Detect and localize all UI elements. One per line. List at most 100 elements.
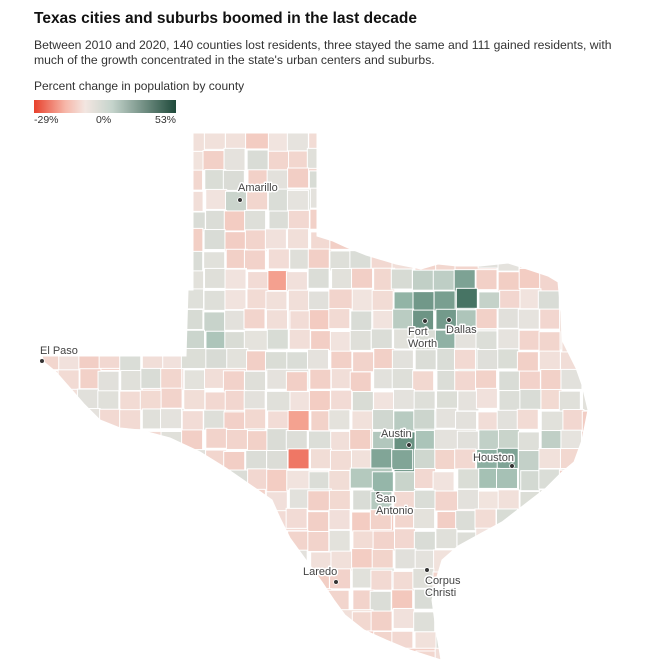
city-label-halo: El Paso (40, 345, 78, 357)
county-shape (307, 628, 330, 660)
county-shape (181, 308, 204, 330)
county-shape (540, 388, 563, 410)
county-shape (372, 151, 395, 173)
county-shape (77, 447, 100, 469)
county-shape (520, 571, 543, 593)
county-shape (580, 647, 588, 660)
county-shape (266, 550, 289, 572)
county-shape (42, 651, 79, 660)
county-shape (76, 309, 99, 351)
county-shape (78, 350, 101, 372)
county-shape (55, 471, 78, 493)
county-shape (118, 509, 141, 531)
county-shape (559, 509, 582, 531)
county-shape (285, 507, 308, 529)
county-shape (496, 133, 519, 150)
county-shape (138, 148, 161, 170)
county-shape (562, 288, 585, 310)
county-shape (583, 189, 588, 211)
county-shape (205, 649, 228, 660)
county-shape (56, 511, 79, 533)
county-shape (413, 508, 436, 530)
county-shape (139, 389, 162, 411)
county-shape (478, 429, 501, 451)
county-shape (538, 489, 582, 511)
county-shape (42, 610, 58, 632)
county-shape (285, 631, 329, 660)
county-shape (99, 408, 122, 450)
county-shape (369, 590, 392, 612)
county-shape (475, 387, 498, 409)
county-shape (42, 550, 80, 572)
county-shape (118, 530, 141, 552)
county-shape (390, 268, 413, 290)
county-shape (329, 449, 352, 471)
city-label-halo: Dallas (446, 324, 477, 336)
county-shape (138, 631, 161, 653)
city-dot (424, 567, 430, 573)
county-shape (436, 149, 459, 171)
county-shape (78, 289, 101, 311)
county-shape (370, 448, 393, 470)
legend-color-ramp (34, 100, 176, 113)
city-dot (406, 442, 412, 448)
city-label: Dallas (446, 324, 477, 336)
county-shape (538, 133, 561, 171)
county-shape (78, 547, 101, 569)
county-shape (352, 351, 375, 373)
county-shape (266, 450, 289, 472)
county-shape (97, 308, 120, 330)
county-shape (142, 167, 165, 189)
county-shape (42, 168, 57, 210)
county-shape (309, 368, 332, 390)
county-shape (413, 390, 436, 412)
county-shape (581, 610, 588, 652)
county-shape (561, 231, 584, 253)
county-shape (265, 570, 288, 592)
county-shape (519, 589, 542, 611)
county-shape (394, 548, 417, 570)
county-shape (455, 228, 499, 250)
county-shape (140, 448, 184, 470)
county-shape (434, 647, 457, 660)
county-shape (498, 390, 521, 412)
county-shape (413, 408, 436, 430)
legend-max-label: 53% (155, 114, 177, 126)
county-shape (161, 528, 184, 550)
county-shape (413, 530, 436, 552)
county-shape (539, 647, 562, 660)
county-shape (56, 211, 79, 253)
county-shape (309, 650, 332, 660)
county-shape (434, 448, 457, 470)
county-shape (329, 168, 352, 190)
county-shape (57, 290, 80, 312)
county-shape (496, 148, 519, 190)
county-shape (286, 608, 309, 650)
county-shape (496, 467, 519, 489)
county-shape (495, 568, 518, 590)
county-shape (267, 270, 290, 292)
county-shape (97, 370, 120, 392)
county-shape (141, 250, 164, 272)
county-shape (79, 628, 102, 650)
county-shape (201, 468, 224, 490)
county-shape (393, 133, 437, 153)
county-shape (204, 627, 248, 649)
county-shape (562, 133, 585, 150)
county-shape (352, 133, 375, 169)
county-shape (121, 651, 144, 660)
county-shape (371, 548, 394, 570)
county-shape (160, 630, 183, 660)
county-shape (306, 348, 329, 370)
county-shape (77, 529, 100, 551)
county-shape (42, 133, 58, 151)
county-shape (97, 188, 120, 210)
county-shape (496, 409, 519, 431)
city-label: Corpus (425, 575, 461, 587)
county-shape (537, 208, 581, 230)
county-shape (203, 490, 226, 512)
county-shape (478, 207, 501, 229)
county-shape (160, 190, 183, 212)
county-shape (99, 627, 122, 649)
county-shape (78, 510, 122, 532)
